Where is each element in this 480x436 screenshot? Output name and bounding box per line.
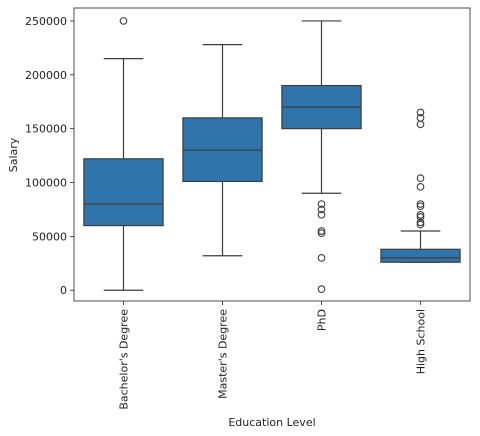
outlier-point	[416, 182, 425, 191]
x-tick-label: High School	[415, 309, 428, 374]
box-group	[83, 17, 164, 291]
y-tick-label: 100000	[25, 177, 67, 190]
outlier-point	[416, 210, 425, 219]
y-tick-label: 0	[60, 284, 67, 297]
box-group	[182, 44, 263, 257]
outlier-point	[317, 210, 326, 219]
box-group	[281, 20, 362, 294]
outlier-point	[119, 17, 128, 25]
y-tick-label: 200000	[25, 69, 67, 82]
box-group	[380, 108, 461, 263]
y-axis: 0 50000 100000 150000 200000 250000	[25, 15, 74, 297]
outlier-point	[317, 205, 326, 214]
outlier-point	[317, 285, 326, 294]
y-tick-label: 150000	[25, 123, 67, 136]
y-axis-label: Salary	[7, 137, 20, 172]
boxes	[83, 17, 461, 294]
y-tick-label: 50000	[32, 230, 67, 243]
x-tick-label: PhD	[316, 309, 329, 331]
box	[380, 248, 461, 263]
outlier-point	[416, 174, 425, 183]
outlier-point	[317, 200, 326, 208]
outlier-point	[416, 220, 425, 229]
outlier-point	[416, 200, 425, 208]
box	[83, 158, 164, 227]
outlier-point	[317, 229, 326, 237]
outlier-point	[416, 202, 425, 211]
x-axis: Bachelor's Degree Master's Degree PhD High …	[118, 301, 428, 410]
outlier-point	[317, 254, 326, 262]
outlier-point	[416, 213, 425, 221]
y-tick-label: 250000	[25, 15, 67, 28]
outlier-point	[416, 108, 425, 117]
outlier-point	[416, 120, 425, 129]
x-axis-label: Education Level	[228, 416, 315, 429]
x-tick-label: Bachelor's Degree	[118, 309, 131, 410]
x-tick-label: Master's Degree	[217, 309, 230, 399]
outlier-point	[317, 227, 326, 235]
outlier-point	[416, 218, 425, 227]
